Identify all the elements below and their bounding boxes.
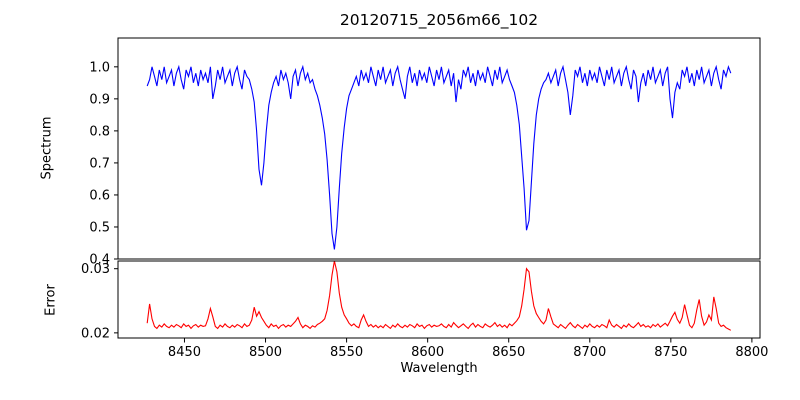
x-axis-label: Wavelength: [400, 361, 478, 376]
chart-title: 20120715_2056m66_102: [339, 11, 539, 29]
y-tick-label: 1.0: [89, 60, 110, 75]
y-tick-label: 0.5: [89, 220, 110, 235]
y-tick-label: 0.7: [89, 156, 110, 171]
y-tick-label: 0.8: [89, 124, 110, 139]
x-tick-label: 8650: [492, 345, 525, 360]
x-tick-label: 8450: [168, 345, 201, 360]
y-tick-label: 0.02: [81, 326, 110, 341]
x-tick-label: 8750: [654, 345, 687, 360]
y-tick-label: 0.9: [89, 92, 110, 107]
error-axes-frame: [117, 260, 761, 339]
y-tick-label: 0.6: [89, 188, 110, 203]
x-tick-label: 8500: [249, 345, 282, 360]
error-line: [146, 261, 732, 331]
x-tick-label: 8800: [735, 345, 768, 360]
spectrum-line: [146, 64, 732, 250]
x-tick-label: 8700: [573, 345, 606, 360]
x-tick-label: 8550: [330, 345, 363, 360]
x-tick-label: 8600: [411, 345, 444, 360]
spectrum-axes-frame: [117, 37, 761, 260]
y-tick-label: 0.4: [89, 253, 110, 268]
y-tick-label: 0.03: [81, 262, 110, 277]
